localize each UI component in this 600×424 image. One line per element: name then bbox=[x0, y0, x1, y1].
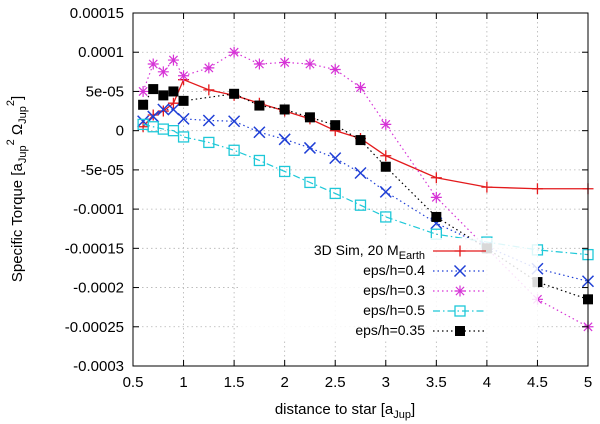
y-tick-label: -0.0001 bbox=[73, 201, 124, 218]
data-point bbox=[138, 99, 149, 110]
data-point bbox=[329, 63, 341, 75]
x-tick-label: 1.5 bbox=[224, 374, 245, 391]
data-point bbox=[329, 152, 342, 165]
data-point bbox=[454, 245, 466, 257]
legend-label-eps-0-5: eps/h=0.5 bbox=[363, 302, 425, 318]
y-tick-label: 0.00015 bbox=[70, 5, 124, 22]
x-tick-label: 1 bbox=[179, 374, 187, 391]
data-point bbox=[147, 110, 160, 123]
data-point bbox=[158, 90, 169, 101]
data-point bbox=[379, 185, 392, 198]
x-tick-label: 3.5 bbox=[426, 374, 447, 391]
data-point bbox=[453, 264, 467, 278]
data-point bbox=[178, 95, 189, 106]
data-point bbox=[157, 105, 169, 117]
data-point bbox=[380, 150, 392, 162]
data-point bbox=[430, 172, 442, 184]
data-point bbox=[354, 199, 367, 211]
data-point bbox=[157, 66, 169, 78]
legend-label-3d-sim: 3D Sim, 20 MEarth bbox=[314, 242, 425, 262]
y-tick-label: -5e-05 bbox=[81, 162, 124, 179]
legend-samples bbox=[433, 245, 486, 336]
y-tick-label: 0 bbox=[116, 123, 124, 140]
data-point bbox=[303, 141, 316, 154]
data-point bbox=[380, 211, 392, 223]
data-point bbox=[253, 58, 265, 70]
data-point bbox=[355, 135, 366, 146]
data-point bbox=[137, 85, 149, 97]
data-point bbox=[147, 109, 159, 121]
data-point bbox=[177, 112, 190, 125]
x-axis-label: distance to star [aJup] bbox=[275, 401, 415, 421]
data-point bbox=[481, 181, 493, 193]
series-line bbox=[142, 78, 588, 190]
data-point bbox=[431, 211, 442, 222]
data-point bbox=[279, 56, 291, 68]
data-point bbox=[203, 84, 215, 96]
y-tick-label: 0.0001 bbox=[78, 44, 124, 61]
data-point bbox=[228, 144, 240, 156]
data-point bbox=[454, 305, 466, 317]
data-point bbox=[355, 82, 366, 94]
data-point bbox=[354, 166, 367, 180]
y-tick-label: -0.00015 bbox=[65, 240, 124, 257]
legend: 3D Sim, 20 MEarth eps/h=0.4 eps/h=0.3 ep… bbox=[238, 238, 538, 340]
data-point bbox=[304, 58, 316, 70]
data-point bbox=[278, 133, 291, 146]
data-point bbox=[229, 88, 240, 99]
data-point bbox=[168, 86, 179, 97]
data-point bbox=[157, 103, 170, 116]
legend-label-eps-0-4: eps/h=0.4 bbox=[363, 262, 425, 278]
plot-frame bbox=[132, 12, 589, 367]
legend-label-eps-0-3: eps/h=0.3 bbox=[363, 282, 425, 298]
y-tick-label: -0.0003 bbox=[73, 358, 124, 375]
data-point bbox=[167, 125, 180, 137]
x-tick-label: 2.5 bbox=[325, 374, 346, 391]
data-point bbox=[167, 97, 179, 109]
series-0 bbox=[137, 74, 594, 195]
x-tick-label: 4 bbox=[483, 374, 491, 391]
x-tick-label: 2 bbox=[280, 374, 288, 391]
data-point bbox=[178, 70, 190, 82]
data-point bbox=[203, 136, 215, 149]
data-point bbox=[167, 54, 179, 66]
data-point bbox=[455, 326, 465, 336]
y-tick-label: 5e-05 bbox=[86, 83, 124, 100]
data-point bbox=[330, 120, 341, 131]
legend-background bbox=[238, 238, 538, 340]
data-point bbox=[167, 103, 180, 116]
y-axis-label: Specific Torque [aJup2 ΩJup2] bbox=[5, 96, 29, 282]
data-point bbox=[380, 161, 391, 172]
ticks: 0.5 1 1.5 2 2.5 3 3.5 4 4.5 5 0.00015 0.0001 5e-05 0 -… bbox=[65, 5, 592, 391]
data-point bbox=[177, 131, 190, 143]
y-tick-label: -0.00025 bbox=[65, 319, 124, 336]
data-point bbox=[147, 58, 159, 70]
data-point bbox=[329, 187, 341, 200]
data-point bbox=[531, 183, 543, 195]
data-point bbox=[253, 154, 266, 167]
data-point bbox=[228, 115, 241, 128]
data-point bbox=[228, 46, 240, 58]
series-line bbox=[142, 123, 589, 256]
data-point bbox=[454, 285, 466, 297]
data-point bbox=[148, 84, 159, 95]
data-point bbox=[202, 114, 215, 127]
data-point bbox=[430, 191, 442, 203]
data-point bbox=[253, 126, 266, 139]
y-tick-label: -0.0002 bbox=[73, 280, 124, 297]
data-point bbox=[380, 118, 392, 130]
data-point bbox=[279, 104, 290, 115]
legend-label-eps-0-35: eps/h=0.35 bbox=[355, 322, 425, 338]
data-point bbox=[203, 62, 215, 74]
x-tick-label: 3 bbox=[382, 374, 390, 391]
x-tick-label: 0.5 bbox=[123, 374, 144, 391]
data-point bbox=[254, 100, 265, 111]
x-tick-label: 5 bbox=[584, 374, 592, 391]
data-point bbox=[304, 176, 316, 189]
data-point bbox=[279, 165, 291, 178]
data-point bbox=[304, 112, 315, 123]
x-tick-label: 4.5 bbox=[527, 374, 548, 391]
data-point bbox=[137, 121, 149, 133]
